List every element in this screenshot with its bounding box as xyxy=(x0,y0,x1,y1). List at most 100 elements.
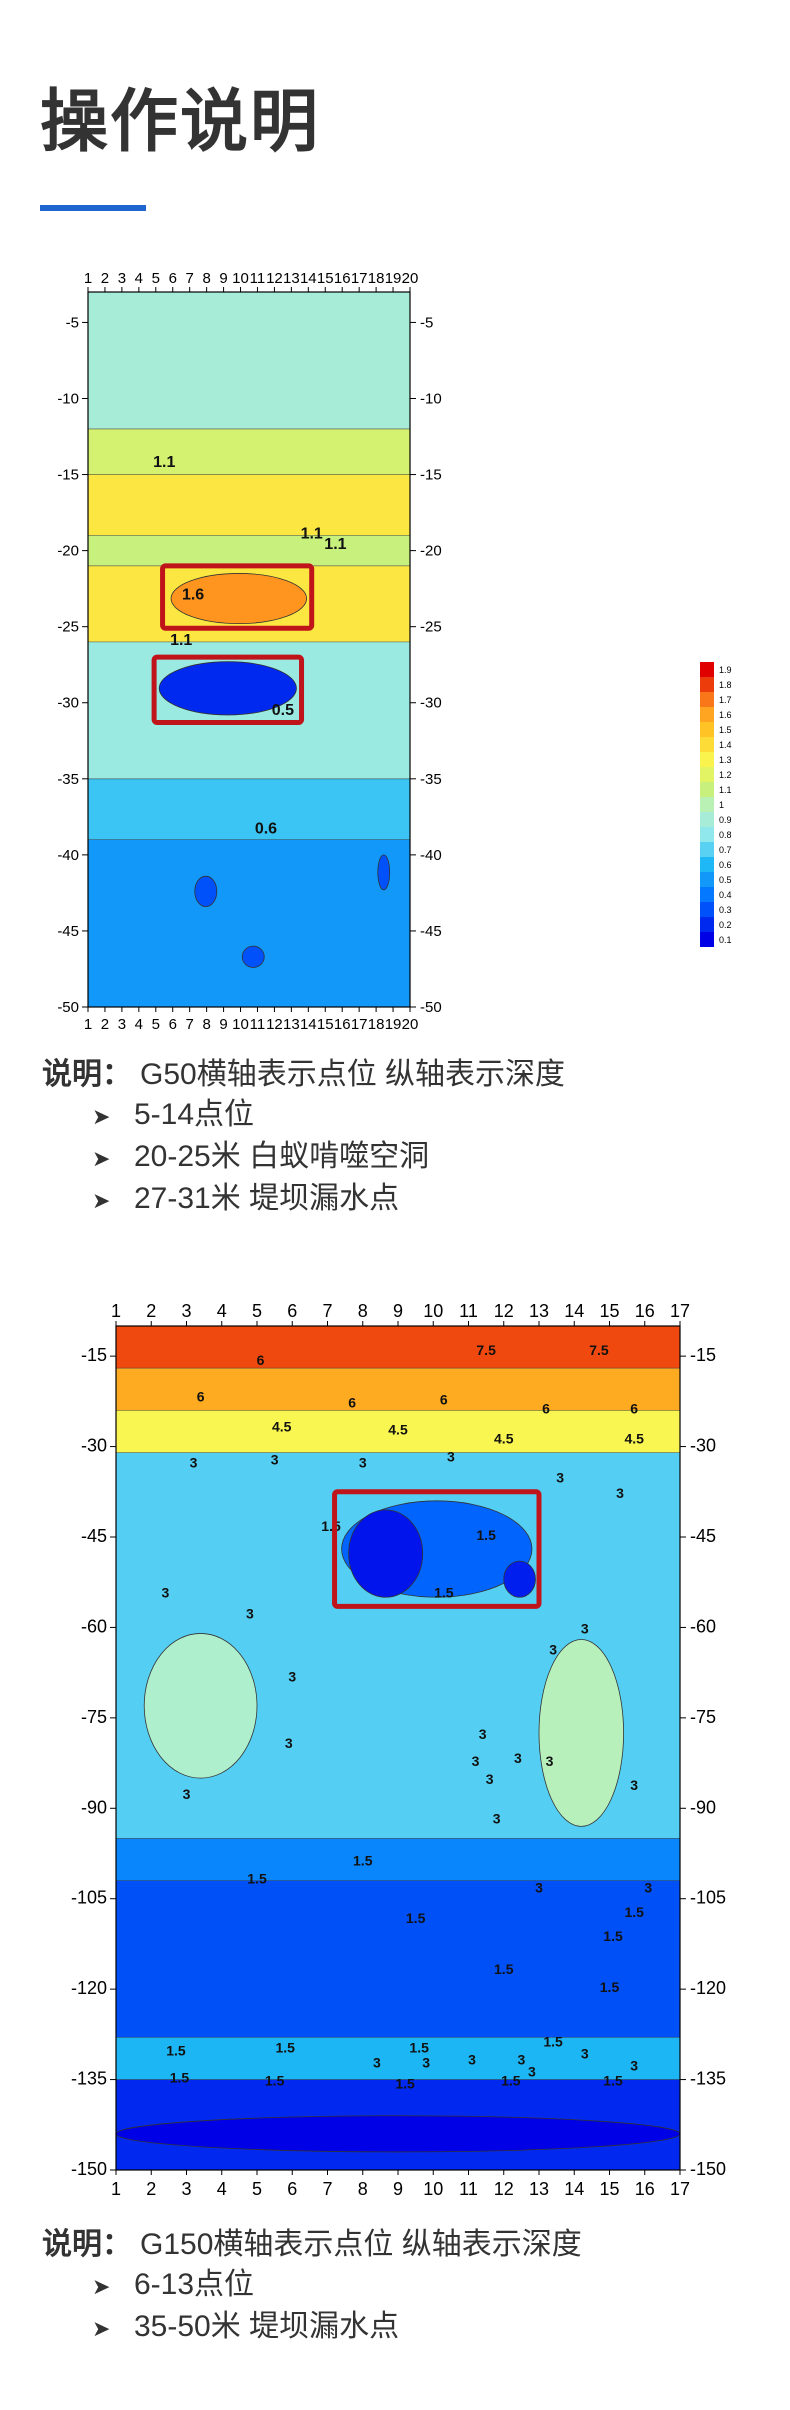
x-tick-label: 7 xyxy=(322,1301,332,1321)
contour-label: 3 xyxy=(161,1584,169,1600)
x-tick-label: 3 xyxy=(118,270,126,287)
x-tick-label: 14 xyxy=(564,1301,584,1321)
y-tick-label: -35 xyxy=(420,771,442,788)
contour-label: 6 xyxy=(440,1391,448,1407)
contour-label: 3 xyxy=(359,1455,367,1471)
colorbar-label: 0.6 xyxy=(719,860,732,870)
x-tick-label: 16 xyxy=(334,270,351,287)
x-tick-label: 1 xyxy=(84,270,92,287)
y-tick-label: -150 xyxy=(71,2159,107,2179)
y-tick-label: -60 xyxy=(81,1616,107,1636)
y-tick-label: -30 xyxy=(57,695,79,712)
colorbar-swatch xyxy=(700,767,714,782)
caption-bullet: ➤ 6-13点位 xyxy=(42,2265,582,2307)
anomaly-region xyxy=(241,945,265,968)
x-tick-label: 8 xyxy=(358,1301,368,1321)
x-tick-label: 9 xyxy=(393,2179,403,2199)
anomaly-region xyxy=(348,1509,424,1598)
y-tick-label: -5 xyxy=(66,314,79,331)
colorbar-label: 1.2 xyxy=(719,770,732,780)
colorbar-swatch xyxy=(700,662,714,677)
anomaly-region xyxy=(170,573,308,625)
caption-bullet: ➤ 20-25米 白蚁啃噬空洞 xyxy=(42,1137,565,1179)
contour-label: 1.5 xyxy=(166,2042,186,2058)
contour-label: 1.5 xyxy=(434,1584,454,1600)
x-tick-label: 13 xyxy=(283,1016,300,1033)
value-band xyxy=(88,839,410,1007)
value-band xyxy=(116,1410,680,1453)
value-band xyxy=(88,428,410,475)
contour-label: 3 xyxy=(183,1786,191,1802)
caption-g150: 说明： G150横轴表示点位 纵轴表示深度 ➤ 6-13点位 ➤ 35-50米 … xyxy=(42,2225,582,2349)
x-tick-label: 15 xyxy=(317,270,334,287)
x-tick-label: 2 xyxy=(101,270,109,287)
value-band xyxy=(116,1838,680,1881)
bullet-text: 20-25米 白蚁啃噬空洞 xyxy=(134,1140,430,1173)
contour-label: 1.5 xyxy=(624,1904,644,1920)
caption-g50: 说明： G50横轴表示点位 纵轴表示深度 ➤ 5-14点位 ➤ 20-25米 白… xyxy=(42,1055,565,1221)
contour-label: 3 xyxy=(288,1669,296,1685)
arrow-bullet-icon: ➤ xyxy=(92,1188,111,1213)
x-tick-label: 7 xyxy=(322,2179,332,2199)
x-tick-label: 14 xyxy=(300,1016,317,1033)
y-tick-label: -15 xyxy=(57,467,79,484)
y-tick-label: -30 xyxy=(690,1436,716,1456)
arrow-bullet-icon: ➤ xyxy=(92,1146,111,1171)
anomaly-highlight-box xyxy=(151,654,305,726)
x-tick-label: 8 xyxy=(202,270,210,287)
y-tick-label: -105 xyxy=(71,1888,107,1908)
colorbar-label: 0.4 xyxy=(719,890,732,900)
caption-bullet: ➤ 5-14点位 xyxy=(42,1095,565,1137)
x-tick-label: 9 xyxy=(219,1016,227,1033)
x-tick-label: 3 xyxy=(118,1016,126,1033)
contour-label: 3 xyxy=(528,2064,536,2080)
colorbar-label: 1.6 xyxy=(719,710,732,720)
y-tick-label: -90 xyxy=(81,1797,107,1817)
x-tick-label: 17 xyxy=(670,1301,690,1321)
contour-label: 3 xyxy=(486,1771,494,1787)
colorbar-label: 1.1 xyxy=(719,785,732,795)
contour-label: 3 xyxy=(549,1642,557,1658)
x-tick-label: 13 xyxy=(529,2179,549,2199)
contour-label: 1.5 xyxy=(265,2073,285,2089)
contour-label: 1.5 xyxy=(275,2039,295,2055)
y-tick-label: -15 xyxy=(690,1345,716,1365)
x-tick-label: 6 xyxy=(287,2179,297,2199)
contour-label: 4.5 xyxy=(272,1419,292,1435)
x-tick-label: 2 xyxy=(101,1016,109,1033)
x-tick-label: 18 xyxy=(368,1016,385,1033)
x-tick-label: 20 xyxy=(402,1016,419,1033)
value-band xyxy=(116,2037,680,2080)
contour-label: 3 xyxy=(373,2055,381,2071)
anomaly-region xyxy=(503,1560,536,1598)
x-tick-label: 6 xyxy=(169,1016,177,1033)
contour-label: 1.5 xyxy=(543,2033,563,2049)
contour-label: 1.5 xyxy=(494,1961,514,1977)
y-tick-label: -150 xyxy=(690,2159,726,2179)
contour-label: 0.5 xyxy=(272,702,294,719)
colorbar-swatch xyxy=(700,797,714,812)
colorbar-label: 0.5 xyxy=(719,875,732,885)
anomaly-highlight-box xyxy=(332,1489,542,1609)
colorbar-label: 1 xyxy=(719,800,724,810)
anomaly-highlight-box xyxy=(160,563,315,631)
contour-label: 6 xyxy=(348,1394,356,1410)
contour-label: 4.5 xyxy=(494,1431,514,1447)
y-tick-label: -40 xyxy=(420,847,442,864)
contour-label: 1.1 xyxy=(324,536,346,553)
chart-g50-svg: 1122334455667788991010111112121313141415… xyxy=(57,270,732,1033)
page-title: 操作说明 xyxy=(40,84,321,160)
value-band xyxy=(88,535,410,566)
x-tick-label: 3 xyxy=(181,1301,191,1321)
colorbar-swatch xyxy=(700,887,714,902)
colorbar-swatch xyxy=(700,812,714,827)
x-tick-label: 5 xyxy=(152,1016,160,1033)
contour-label: 1.5 xyxy=(321,1518,341,1534)
colorbar-swatch xyxy=(700,857,714,872)
y-tick-label: -30 xyxy=(420,695,442,712)
colorbar-swatch xyxy=(700,692,714,707)
x-tick-label: 19 xyxy=(385,270,402,287)
y-tick-label: -15 xyxy=(81,1345,107,1365)
contour-label: 3 xyxy=(644,1880,652,1896)
y-tick-label: -45 xyxy=(57,923,79,940)
